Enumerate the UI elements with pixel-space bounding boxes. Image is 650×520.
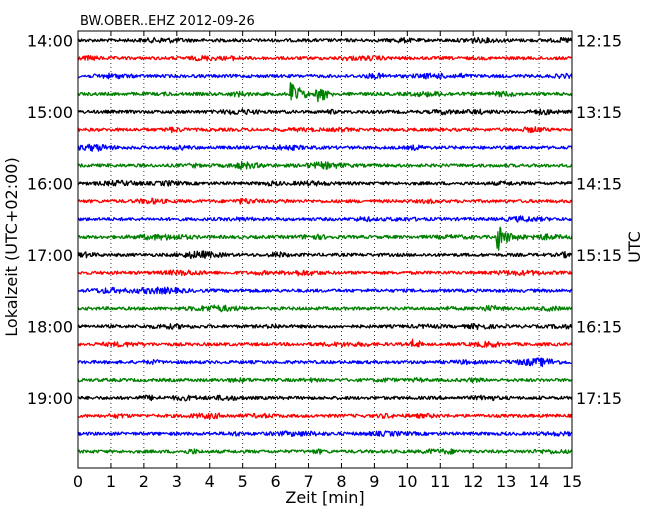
left-tick-label: 16:00: [27, 174, 73, 193]
left-tick-label: 15:00: [27, 103, 73, 122]
trace-line: [77, 226, 573, 251]
x-tick-label: 3: [172, 472, 182, 491]
x-tick-label: 5: [238, 472, 248, 491]
trace-line: [77, 160, 573, 171]
right-tick-label: 13:15: [576, 103, 622, 122]
x-tick-label: 4: [205, 472, 215, 491]
trace-line: [77, 108, 573, 116]
trace-line: [77, 215, 573, 223]
x-tick-label: 2: [139, 472, 149, 491]
x-tick-label: 1: [106, 472, 116, 491]
trace-line: [77, 448, 573, 455]
trace-line: [77, 377, 573, 384]
x-tick-label: 15: [562, 472, 582, 491]
right-tick-label: 12:15: [576, 31, 622, 50]
x-axis-label: Zeit [min]: [285, 488, 364, 507]
x-tick-label: 6: [271, 472, 281, 491]
trace-line: [77, 322, 573, 331]
plot-frame: [77, 30, 573, 469]
x-tick-label: 8: [336, 472, 346, 491]
trace-line: [77, 54, 573, 62]
x-tick-label: 14: [529, 472, 549, 491]
trace-line: [77, 286, 573, 295]
trace-line: [77, 82, 573, 103]
right-axis-label: UTC: [625, 231, 644, 263]
trace-line: [77, 36, 573, 44]
right-axis: 12:15 13:15 14:15 15:15 16:15 17:15: [567, 31, 622, 408]
left-tick-label: 14:00: [27, 31, 73, 50]
plot-background: [78, 31, 572, 468]
trace-line: [77, 72, 573, 80]
trace-line: [77, 179, 573, 187]
trace-line: [77, 338, 573, 348]
left-tick-label: 18:00: [27, 317, 73, 336]
x-tick-label: 9: [369, 472, 379, 491]
right-tick-label: 16:15: [576, 317, 622, 336]
right-tick-label: 15:15: [576, 246, 622, 265]
trace-line: [77, 304, 573, 313]
x-tick-label: 13: [496, 472, 516, 491]
left-tick-label: 19:00: [27, 389, 73, 408]
x-axis: 0 1 2 3 4 5 6 7 8 9 10 11 12 13 14 15: [73, 31, 582, 491]
x-tick-label: 12: [463, 472, 483, 491]
trace-group: [77, 36, 573, 455]
grid-lines: [110, 31, 540, 468]
right-tick-label: 14:15: [576, 174, 622, 193]
x-tick-label: 11: [430, 472, 450, 491]
left-tick-label: 17:00: [27, 246, 73, 265]
trace-line: [77, 412, 573, 420]
trace-line: [77, 269, 573, 277]
left-axis-label: Lokalzeit (UTC+02:00): [2, 157, 21, 336]
trace-line: [77, 197, 573, 205]
right-tick-label: 17:15: [576, 389, 622, 408]
x-tick-label: 10: [397, 472, 417, 491]
trace-line: [77, 143, 573, 152]
trace-line: [77, 394, 573, 402]
left-axis: 14:00 15:00 16:00 17:00 18:00 19:00: [27, 31, 83, 408]
trace-line: [77, 126, 573, 134]
chart-title: BW.OBER..EHZ 2012-09-26: [80, 14, 255, 29]
trace-line: [77, 250, 573, 260]
trace-line: [77, 357, 573, 368]
x-tick-label: 0: [73, 472, 83, 491]
trace-line: [77, 430, 573, 437]
x-tick-label: 7: [303, 472, 313, 491]
